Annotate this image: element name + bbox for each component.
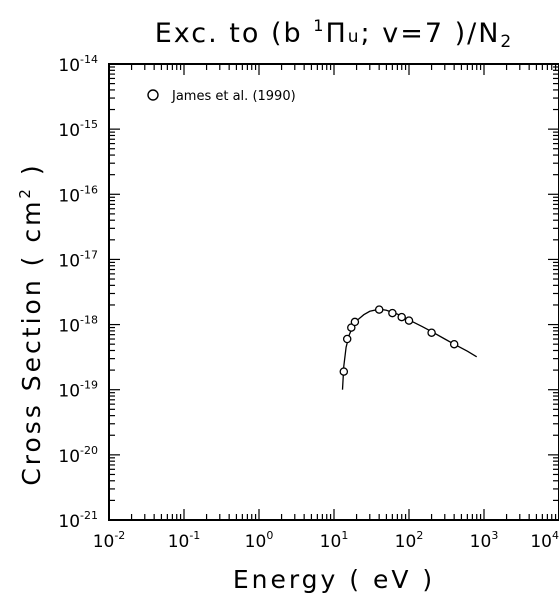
y-tick-label: 10-18 xyxy=(58,314,98,337)
y-tick-label: 10-16 xyxy=(58,183,98,206)
x-tick-label: 102 xyxy=(395,529,424,552)
y-tick-label: 10-14 xyxy=(58,53,98,76)
x-tick-label-exponent: 0 xyxy=(266,529,273,542)
y-axis-label-suffix: ) xyxy=(17,162,46,186)
y-tick-label: 10-19 xyxy=(58,379,98,402)
x-tick-label-exponent: 4 xyxy=(552,529,559,542)
y-tick-label-base: 10 xyxy=(58,447,80,467)
chart-title-middle: ; v=7 )/N xyxy=(361,18,501,49)
data-point xyxy=(427,328,436,337)
x-tick-label: 104 xyxy=(530,529,559,552)
y-tick-label-exponent: -16 xyxy=(80,183,98,196)
legend-marker xyxy=(147,89,159,101)
legend: James et al. (1990) xyxy=(147,89,296,104)
y-tick-label-base: 10 xyxy=(58,121,80,141)
y-axis-label-prefix: Cross Section ( cm xyxy=(17,199,46,486)
x-tick-label: 100 xyxy=(245,529,274,552)
data-points xyxy=(339,305,459,376)
y-tick-label-exponent: -21 xyxy=(80,509,98,522)
x-tick-label-base: 10 xyxy=(93,532,115,552)
y-tick-label-base: 10 xyxy=(58,317,80,337)
y-tick-label-exponent: -15 xyxy=(80,118,98,131)
y-tick-label: 10-15 xyxy=(58,118,98,141)
y-tick-label-base: 10 xyxy=(58,382,80,402)
y-tick-label-base: 10 xyxy=(58,186,80,206)
y-tick-label: 10-17 xyxy=(58,248,98,271)
x-tick-label-base: 10 xyxy=(245,532,267,552)
y-tick-label-exponent: -14 xyxy=(80,53,98,66)
x-tick-label-exponent: 3 xyxy=(491,529,498,542)
x-tick-label-base: 10 xyxy=(320,532,342,552)
y-tick-label-base: 10 xyxy=(58,56,80,76)
x-tick-label-exponent: 2 xyxy=(416,529,423,542)
y-tick-label-exponent: -17 xyxy=(80,248,98,261)
y-tick-label-base: 10 xyxy=(58,512,80,532)
chart-title-subscript: u xyxy=(348,27,361,47)
y-tick-label-exponent: -20 xyxy=(80,444,98,457)
data-point xyxy=(339,367,349,376)
plot-frame xyxy=(108,63,559,521)
x-tick-label-base: 10 xyxy=(470,532,492,552)
y-tick-label-base: 10 xyxy=(58,251,80,271)
y-tick-label-exponent: -19 xyxy=(80,379,98,392)
chart-title-superscript: 1 xyxy=(313,16,325,35)
x-tick-label-exponent: -2 xyxy=(114,529,125,542)
chart-title: Exc. to (b 1Πu; v=7 )/N2 xyxy=(155,16,514,52)
x-tick-label: 103 xyxy=(470,529,499,552)
data-point xyxy=(388,308,397,318)
x-tick-label-base: 10 xyxy=(168,532,190,552)
y-tick-label: 10-20 xyxy=(58,444,98,467)
data-point xyxy=(374,305,384,314)
data-point xyxy=(404,316,414,325)
x-tick-label: 10-2 xyxy=(93,529,126,552)
x-tick-labels: 10-2 10-1 100 101 102 103 104 xyxy=(93,529,559,552)
y-axis-label: Cross Section ( cm2 ) xyxy=(16,162,46,485)
chart-title-subscript2: 2 xyxy=(500,32,513,52)
x-tick-label: 101 xyxy=(320,529,349,552)
chart-title-symbol: Π xyxy=(325,18,347,49)
y-tick-label: 10-21 xyxy=(58,509,98,532)
x-tick-label-exponent: -1 xyxy=(189,529,200,542)
x-tick-label-exponent: 1 xyxy=(341,529,348,542)
axis-ticks xyxy=(108,63,559,521)
x-tick-label: 10-1 xyxy=(168,529,201,552)
data-point xyxy=(342,334,352,344)
legend-label: James et al. (1990) xyxy=(171,89,296,104)
y-tick-label-exponent: -18 xyxy=(80,314,98,327)
chart-title-prefix: Exc. to (b xyxy=(155,18,314,49)
data-point xyxy=(350,317,360,327)
x-tick-label-base: 10 xyxy=(395,532,417,552)
x-tick-label-base: 10 xyxy=(530,532,552,552)
x-axis-label: Energy ( eV ) xyxy=(233,565,435,594)
y-axis-label-superscript: 2 xyxy=(16,186,34,199)
data-point xyxy=(449,339,459,349)
data-point xyxy=(397,312,406,322)
